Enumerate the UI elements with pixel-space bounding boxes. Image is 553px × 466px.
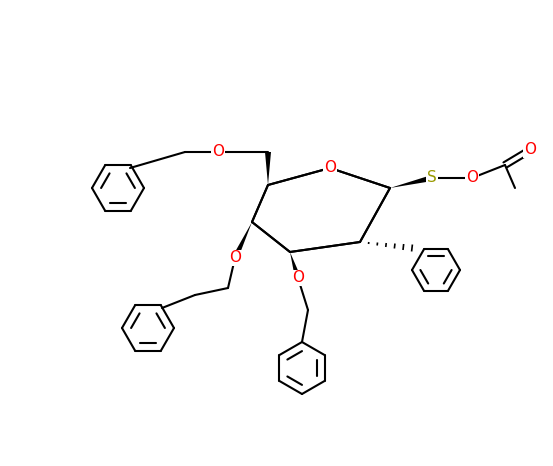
Text: O: O <box>466 171 478 185</box>
Polygon shape <box>390 175 432 188</box>
Text: S: S <box>427 171 437 185</box>
Text: O: O <box>524 143 536 158</box>
Text: O: O <box>292 270 304 286</box>
Polygon shape <box>290 252 301 279</box>
Text: O: O <box>324 160 336 176</box>
Polygon shape <box>232 222 252 259</box>
Text: O: O <box>229 251 241 266</box>
Text: O: O <box>524 143 536 158</box>
Text: O: O <box>466 171 478 185</box>
Text: O: O <box>212 144 224 159</box>
Text: O: O <box>229 251 241 266</box>
Text: S: S <box>427 171 437 185</box>
Polygon shape <box>265 152 271 185</box>
Text: O: O <box>324 160 336 176</box>
Text: O: O <box>292 270 304 286</box>
Text: O: O <box>212 144 224 159</box>
